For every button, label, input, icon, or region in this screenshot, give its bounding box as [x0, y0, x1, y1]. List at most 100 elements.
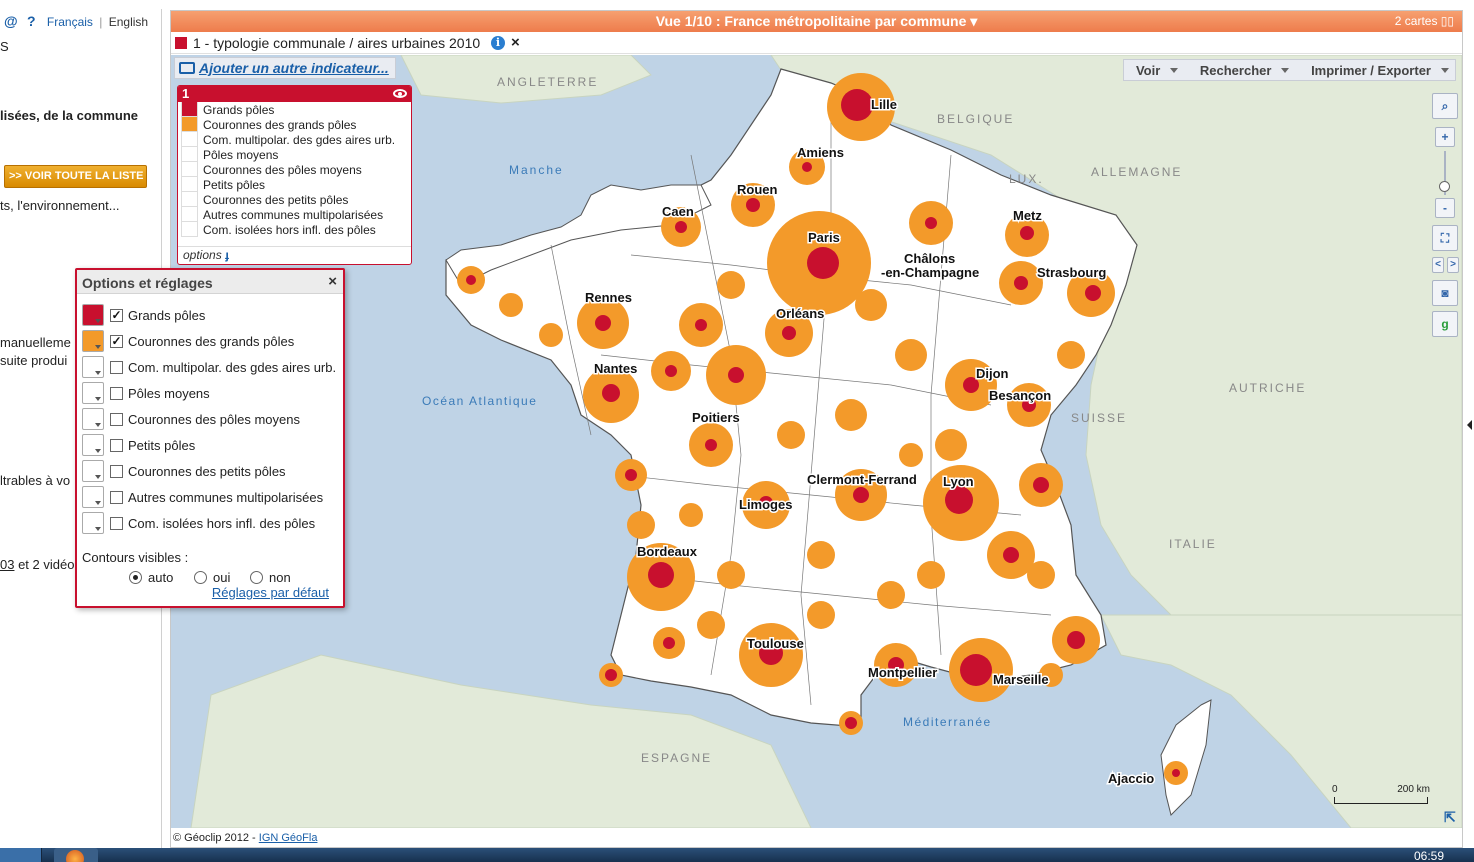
default-settings-link[interactable]: Réglages par défaut: [211, 585, 329, 600]
scale-end: 200 km: [1397, 784, 1430, 795]
zoom-out-button[interactable]: -: [1435, 198, 1455, 218]
option-checkbox[interactable]: [110, 439, 123, 452]
google-maps-button[interactable]: g: [1432, 311, 1458, 337]
lang-francais-link[interactable]: Français: [46, 15, 93, 29]
at-icon[interactable]: @: [4, 13, 18, 29]
voir-menu[interactable]: Voir: [1130, 63, 1179, 78]
option-checkbox[interactable]: [110, 491, 123, 504]
option-checkbox[interactable]: [110, 387, 123, 400]
previous-view-button[interactable]: <: [1432, 257, 1444, 273]
radio-non-dot[interactable]: [250, 571, 263, 584]
option-checkbox[interactable]: ✓: [110, 308, 123, 322]
map-canvas[interactable]: ANGLETERRE BELGIQUE LUX. ALLEMAGNE SUISS…: [171, 55, 1462, 828]
legend-swatch: [181, 177, 198, 192]
legend-options-label: options: [183, 248, 222, 262]
option-row: Petits pôles: [82, 434, 337, 458]
legend-options-link[interactable]: options ɟ: [178, 246, 411, 264]
option-checkbox[interactable]: [110, 517, 123, 530]
chevron-down-icon: [1281, 68, 1290, 73]
label-ocean-atlantique: Océan Atlantique: [422, 394, 537, 408]
start-button[interactable]: [0, 848, 42, 862]
color-picker-button[interactable]: [82, 460, 104, 482]
option-row: Couronnes des pôles moyens: [82, 408, 337, 432]
indicator-close-icon[interactable]: ×: [511, 34, 520, 51]
legend-item: Couronnes des pôles moyens: [178, 162, 411, 177]
zoom-area-button[interactable]: ⌕: [1432, 93, 1458, 119]
legend-item-label: Pôles moyens: [203, 148, 279, 162]
option-row: Autres communes multipolarisées: [82, 486, 337, 510]
next-view-button[interactable]: >: [1447, 257, 1459, 273]
top-strip: [160, 0, 1474, 9]
color-picker-button[interactable]: [82, 304, 104, 326]
color-picker-button[interactable]: [82, 356, 104, 378]
view-title-dropdown[interactable]: Vue 1/10 : France métropolitaine par com…: [655, 13, 978, 29]
option-checkbox[interactable]: [110, 361, 123, 374]
page-text-environnement: ts, l'environnement...: [0, 198, 120, 213]
add-indicator-label: Ajouter un autre indicateur...: [199, 60, 389, 76]
legend-item-label: Grands pôles: [203, 103, 275, 117]
label-bordeaux: Bordeaux: [637, 544, 698, 559]
wrench-icon: ɟ: [225, 248, 230, 262]
radio-non[interactable]: non: [250, 570, 291, 585]
spain-land: [190, 654, 812, 828]
color-picker-button[interactable]: [82, 486, 104, 508]
legend-item: Petits pôles: [178, 177, 411, 192]
resize-corner-icon[interactable]: ⇱: [1444, 809, 1456, 825]
exporter-menu[interactable]: Imprimer / Exporter: [1305, 63, 1449, 78]
label-ajaccio: Ajaccio: [1108, 771, 1154, 786]
radio-oui-dot[interactable]: [194, 571, 207, 584]
cards-count-toggle[interactable]: 2 cartes ▯▯: [1394, 14, 1454, 28]
zoom-slider-handle[interactable]: [1439, 181, 1450, 192]
indicator-title[interactable]: 1 - typologie communale / aires urbaines…: [193, 35, 481, 51]
label-rennes: Rennes: [585, 290, 632, 305]
ign-geofla-link[interactable]: IGN GéoFla: [258, 832, 318, 844]
options-panel-header: Options et réglages ×: [77, 270, 343, 294]
color-picker-button[interactable]: [82, 382, 104, 404]
zoom-slider-track[interactable]: [1444, 151, 1446, 195]
color-picker-button[interactable]: [82, 408, 104, 430]
option-checkbox[interactable]: [110, 413, 123, 426]
video-link[interactable]: 03: [0, 557, 15, 572]
lang-english-link[interactable]: English: [108, 15, 149, 29]
radio-auto[interactable]: auto: [129, 570, 173, 585]
voir-toute-la-liste-button[interactable]: >> VOIR TOUTE LA LISTE: [4, 165, 147, 188]
label-manche: Manche: [509, 163, 564, 177]
label-toulouse: Toulouse: [747, 636, 804, 651]
add-indicator-button[interactable]: Ajouter un autre indicateur...: [174, 57, 396, 79]
info-icon[interactable]: i: [491, 36, 505, 50]
firefox-icon[interactable]: [54, 848, 98, 862]
city-labels: Lille Amiens Rouen Caen Paris Metz Châlo…: [584, 96, 1156, 788]
page-text-heading: lisées, de la commune: [0, 108, 139, 123]
eye-icon[interactable]: [393, 89, 407, 98]
legend-swatch: [181, 192, 198, 207]
page-text-manuellement: manuelleme: [0, 335, 71, 350]
option-row: Com. isolées hors infl. des pôles: [82, 512, 337, 536]
snapshot-button[interactable]: ◙: [1432, 280, 1458, 306]
legend-item: Autres communes multipolarisées: [178, 207, 411, 222]
legend-swatch: [181, 207, 198, 222]
option-label: Couronnes des pôles moyens: [128, 412, 300, 427]
magnifier-icon: ⌕: [1441, 99, 1449, 113]
label-lux: LUX.: [1009, 172, 1044, 186]
map-toolbar: Voir Rechercher Imprimer / Exporter: [1122, 59, 1456, 81]
color-picker-button[interactable]: [82, 330, 104, 352]
option-label: Autres communes multipolarisées: [128, 490, 324, 505]
legend-item-label: Com. multipolar. des gdes aires urb.: [203, 133, 396, 147]
collapse-arrow-icon[interactable]: [1467, 420, 1472, 430]
color-picker-button[interactable]: [82, 512, 104, 534]
label-marseille: Marseille: [993, 672, 1049, 687]
radio-oui[interactable]: oui: [194, 570, 230, 585]
fullscreen-button[interactable]: ⛶: [1432, 225, 1458, 251]
help-icon[interactable]: ?: [27, 13, 36, 29]
label-clermont-ferrand: Clermont-Ferrand: [807, 472, 917, 487]
legend-swatch: [181, 147, 198, 162]
radio-auto-dot[interactable]: [129, 571, 142, 584]
copyright: © Géoclip 2012 - IGN GéoFla: [173, 832, 317, 844]
option-checkbox[interactable]: [110, 465, 123, 478]
close-icon[interactable]: ×: [328, 273, 337, 290]
label-caen: Caen: [662, 204, 694, 219]
option-checkbox[interactable]: ✓: [110, 334, 123, 348]
zoom-in-button[interactable]: +: [1435, 127, 1455, 147]
color-picker-button[interactable]: [82, 434, 104, 456]
rechercher-menu[interactable]: Rechercher: [1194, 63, 1290, 78]
